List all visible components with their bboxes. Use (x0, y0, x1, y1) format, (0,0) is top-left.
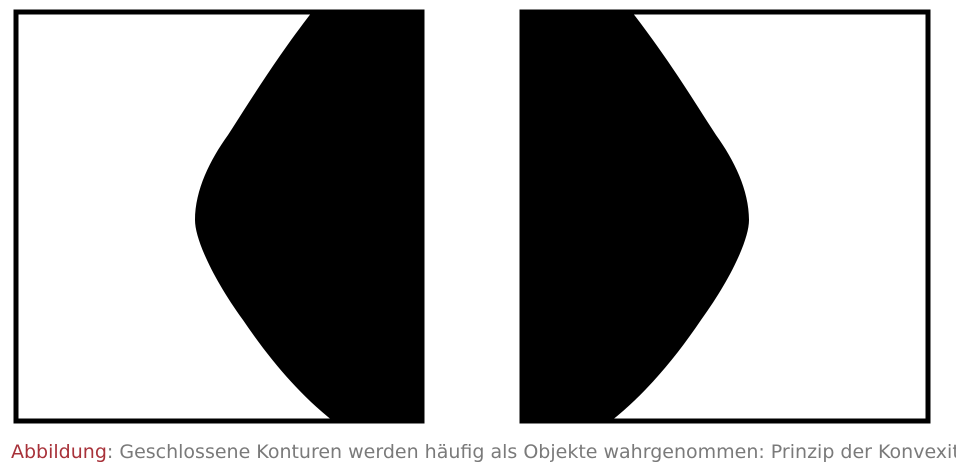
right-panel-frame (519, 9, 931, 424)
figure-caption: Abbildung: Geschlossene Konturen werden … (11, 439, 956, 465)
caption-text: Geschlossene Konturen werden häufig als … (119, 441, 956, 463)
left-convex-shape (195, 12, 422, 421)
figure (13, 9, 931, 424)
left-panel (13, 9, 425, 424)
right-panel (519, 9, 931, 424)
right-convex-shape (522, 12, 749, 421)
caption-label: Abbildung (11, 441, 107, 463)
caption-separator: : (106, 441, 114, 463)
left-panel-frame (13, 9, 425, 424)
